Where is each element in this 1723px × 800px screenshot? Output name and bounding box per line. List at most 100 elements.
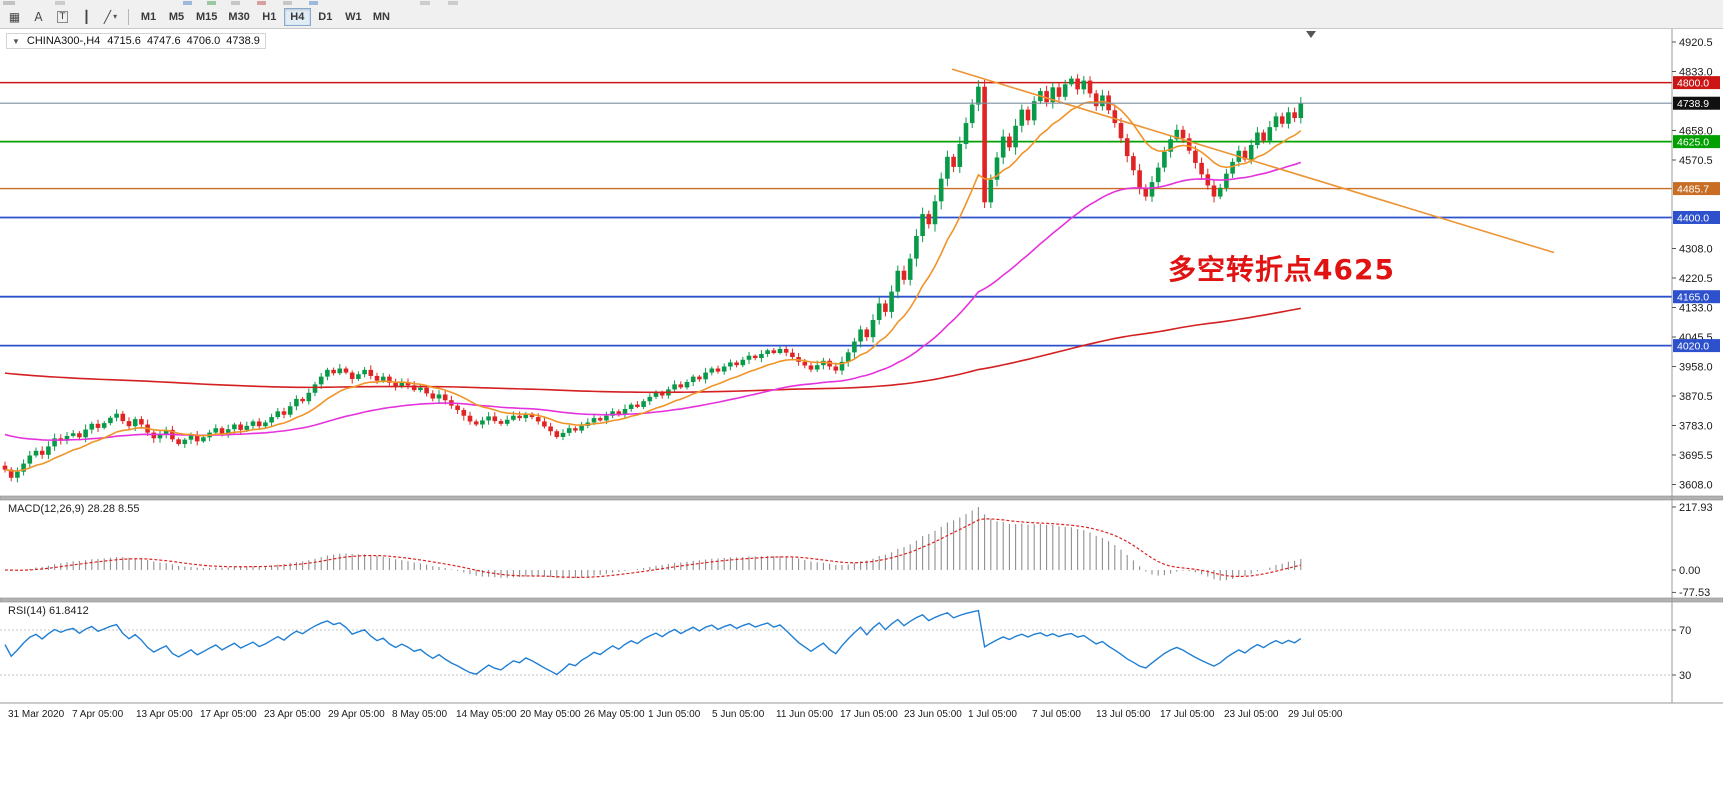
candle-body bbox=[690, 376, 696, 383]
candle-body bbox=[244, 425, 250, 430]
macd-tick-label: 0.00 bbox=[1679, 565, 1700, 577]
candle-body bbox=[281, 411, 287, 415]
candle-body bbox=[114, 413, 119, 418]
candle-body bbox=[597, 418, 603, 421]
candle-body bbox=[1019, 109, 1025, 126]
candle-body bbox=[591, 418, 597, 423]
candle-body bbox=[269, 417, 274, 423]
candle-body bbox=[1217, 187, 1223, 197]
candle-body bbox=[436, 394, 442, 399]
titlebar-fragment bbox=[420, 1, 430, 5]
price-badge bbox=[1673, 182, 1720, 196]
time-tick-label: 7 Jul 05:00 bbox=[1032, 709, 1081, 720]
candle-body bbox=[1193, 150, 1198, 163]
titlebar-fragment bbox=[55, 1, 65, 5]
candle-body bbox=[380, 376, 386, 381]
price-tick-label: 3870.5 bbox=[1679, 391, 1713, 403]
candle-body bbox=[1211, 185, 1217, 197]
price-tick-label: 4133.0 bbox=[1679, 302, 1713, 314]
macd-tick-label: 217.93 bbox=[1679, 502, 1713, 514]
candle-body bbox=[356, 374, 361, 379]
candle-body bbox=[442, 394, 448, 401]
time-axis[interactable]: 31 Mar 2020 7 Apr 05:00 13 Apr 05:00 17 Apr… bbox=[8, 709, 1343, 720]
candle-body bbox=[529, 413, 535, 418]
price-tick-label: 4920.5 bbox=[1679, 37, 1713, 49]
candle-body bbox=[337, 368, 343, 374]
timeframe-button-mn[interactable]: MN bbox=[368, 8, 395, 26]
candle-body bbox=[734, 362, 739, 366]
candle-body bbox=[95, 423, 101, 428]
price-badge-label: 4400.0 bbox=[1677, 212, 1709, 224]
rsi-panel: 70 30 bbox=[0, 609, 1691, 682]
timeframe-button-m30[interactable]: M30 bbox=[223, 8, 254, 26]
price-badge bbox=[1673, 76, 1720, 90]
timeframe-button-m1[interactable]: M1 bbox=[135, 8, 162, 26]
timeframe-button-m15[interactable]: M15 bbox=[191, 8, 222, 26]
candle-body bbox=[802, 361, 808, 366]
candle-body bbox=[1000, 136, 1006, 158]
candle-body bbox=[969, 104, 975, 124]
time-tick-label: 13 Apr 05:00 bbox=[136, 709, 193, 720]
text-label-tool[interactable]: T bbox=[51, 7, 74, 27]
trendline-tools-dropdown[interactable]: ╱ ▾ bbox=[99, 7, 122, 27]
candle-body bbox=[777, 348, 783, 354]
candle-body bbox=[864, 329, 870, 338]
rsi-line bbox=[4, 609, 1302, 676]
trendline-tools-icon: ╱ bbox=[103, 9, 112, 24]
time-tick-label: 8 May 05:00 bbox=[392, 709, 447, 720]
candle-body bbox=[752, 355, 758, 359]
chart-shift-marker-icon[interactable] bbox=[1306, 31, 1316, 38]
candle-body bbox=[318, 376, 324, 385]
candle-body bbox=[27, 455, 33, 464]
chart-canvas[interactable]: 4920.5 4833.0 4658.0 4570.5 4308.0 4220.5 4133… bbox=[0, 29, 1723, 800]
candle-body bbox=[287, 406, 293, 415]
vertical-line-tool[interactable]: ┃ bbox=[75, 7, 98, 27]
panel-separator[interactable] bbox=[0, 597, 1723, 603]
candle-body bbox=[833, 366, 839, 371]
candle-body bbox=[1279, 116, 1285, 124]
candle-body bbox=[1186, 138, 1192, 151]
candle-body bbox=[108, 417, 113, 424]
candle-body bbox=[275, 411, 281, 418]
candle-body bbox=[188, 434, 194, 440]
candle-body bbox=[852, 341, 857, 353]
candle-body bbox=[1137, 170, 1142, 188]
price-axis[interactable]: 4920.5 4833.0 4658.0 4570.5 4308.0 4220.5 4133… bbox=[1672, 37, 1720, 492]
descending-trendline[interactable] bbox=[951, 68, 1555, 254]
timeframe-button-h4[interactable]: H4 bbox=[283, 7, 311, 26]
titlebar-fragment bbox=[257, 1, 266, 5]
candle-body bbox=[77, 433, 82, 438]
candle-body bbox=[1075, 78, 1080, 90]
time-tick-label: 1 Jun 05:00 bbox=[648, 709, 701, 720]
candle-body bbox=[573, 428, 578, 431]
toolbar-separator bbox=[128, 8, 129, 25]
candle-body bbox=[994, 157, 1000, 180]
time-tick-label: 14 May 05:00 bbox=[456, 709, 517, 720]
candle-body bbox=[920, 214, 925, 237]
candle-body bbox=[455, 405, 460, 410]
candle-body bbox=[963, 123, 969, 144]
candle-body bbox=[628, 404, 634, 409]
price-badge bbox=[1673, 135, 1720, 149]
candle-body bbox=[765, 350, 770, 355]
timeframe-button-d1[interactable]: D1 bbox=[312, 8, 339, 26]
candle-body bbox=[1230, 161, 1235, 174]
candle-body bbox=[647, 396, 653, 402]
timeframe-button-m5[interactable]: M5 bbox=[163, 8, 190, 26]
price-tick-label: 4220.5 bbox=[1679, 273, 1713, 285]
candle-body bbox=[139, 419, 144, 425]
candle-body bbox=[232, 424, 237, 430]
timeframe-button-w1[interactable]: W1 bbox=[340, 8, 367, 26]
candle-body bbox=[579, 425, 584, 431]
candle-body bbox=[256, 421, 262, 427]
candle-body bbox=[312, 384, 318, 393]
price-tick-label: 4570.5 bbox=[1679, 155, 1713, 167]
candle-body bbox=[622, 408, 628, 415]
panel-separator[interactable] bbox=[0, 495, 1723, 501]
candle-body bbox=[957, 143, 963, 167]
candle-body bbox=[1298, 103, 1304, 119]
chart-mode-tool[interactable]: ▦ bbox=[3, 7, 26, 27]
candle-body bbox=[976, 86, 981, 105]
timeframe-button-h1[interactable]: H1 bbox=[256, 8, 283, 26]
text-annotation-tool[interactable]: A bbox=[27, 7, 50, 27]
